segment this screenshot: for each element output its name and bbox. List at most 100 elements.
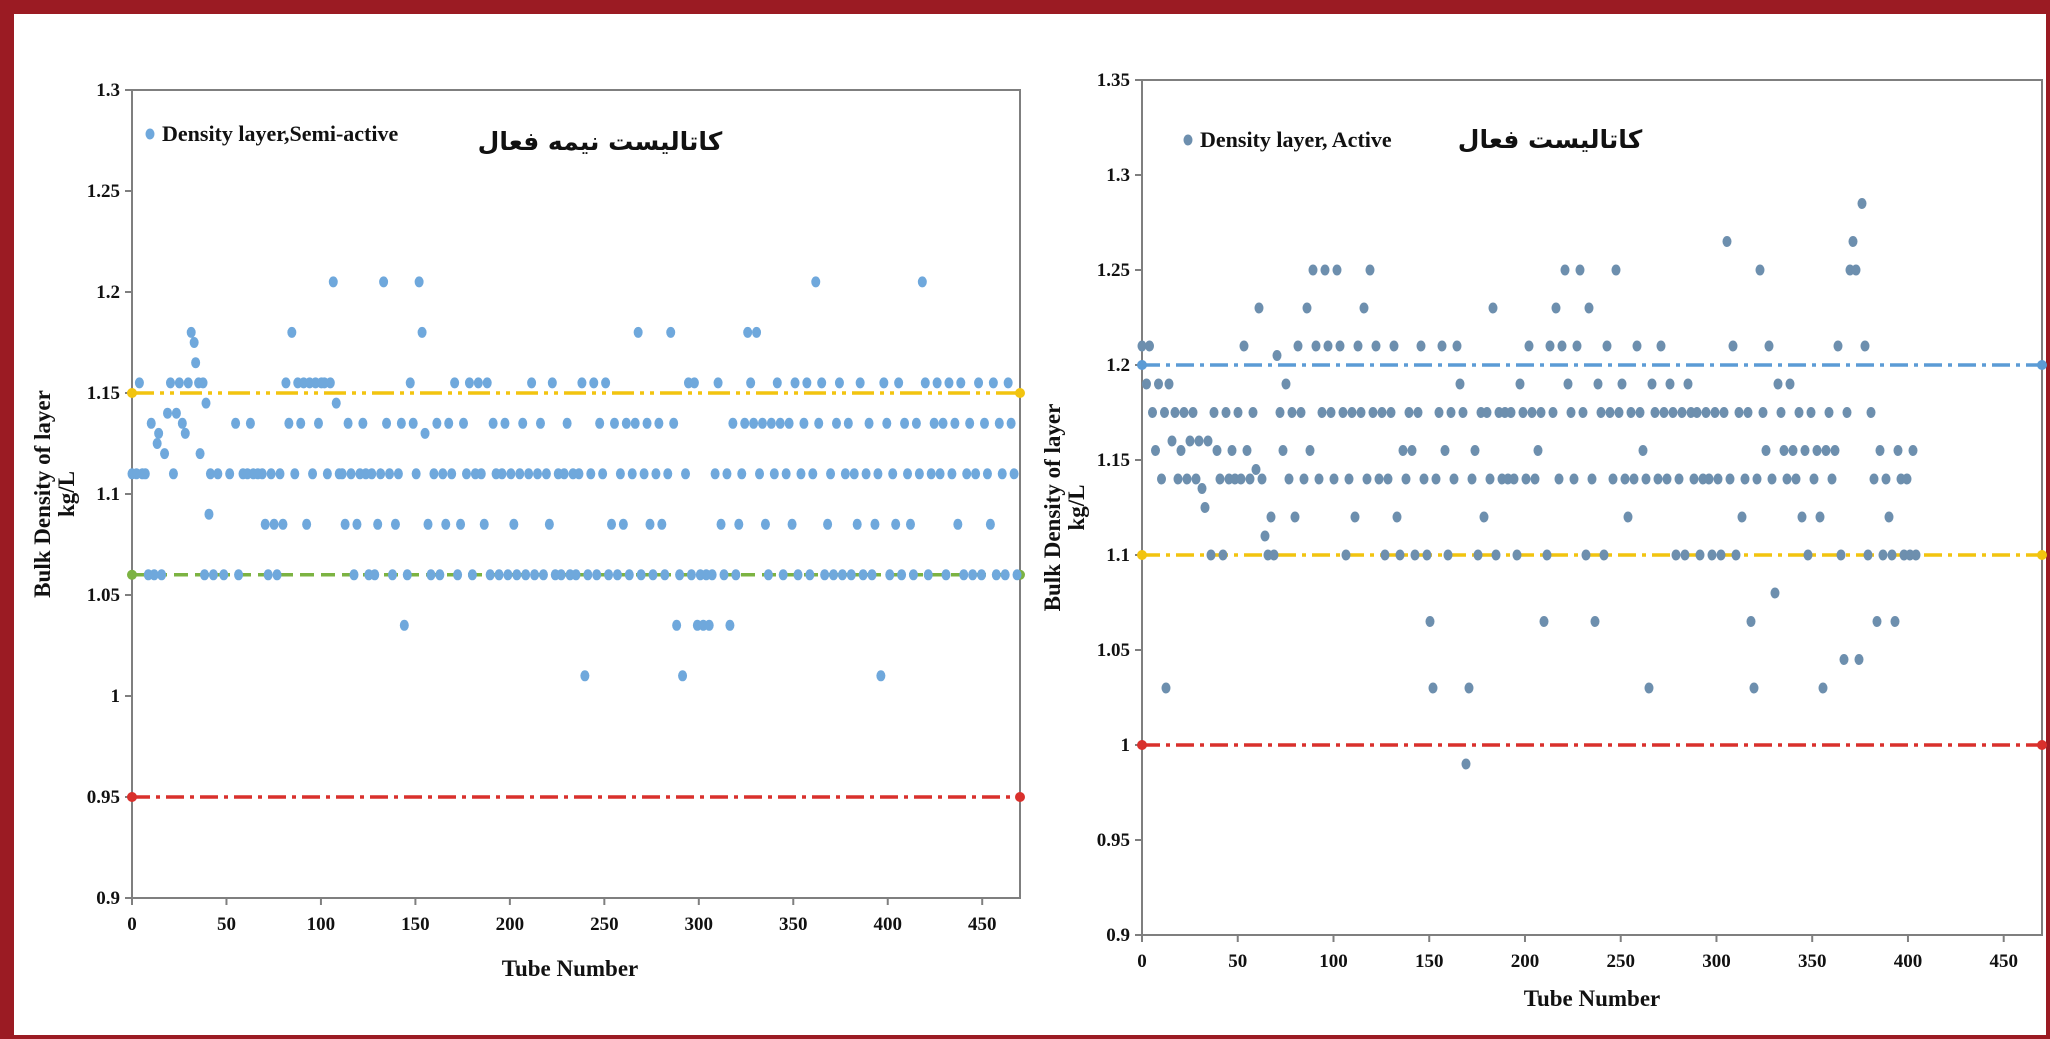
data-point — [994, 417, 1004, 429]
data-point — [760, 518, 770, 530]
data-point — [911, 417, 921, 429]
data-point — [1863, 549, 1873, 561]
data-point — [1671, 549, 1681, 561]
data-point — [1737, 511, 1747, 523]
data-point — [1485, 473, 1495, 485]
data-point — [1797, 511, 1807, 523]
data-point — [1629, 473, 1639, 485]
data-point — [1182, 473, 1192, 485]
data-point — [1009, 468, 1019, 480]
y-tick-label: 1 — [1121, 735, 1131, 756]
y-tick-label: 0.95 — [1097, 830, 1130, 851]
data-point — [1695, 549, 1705, 561]
data-point — [1272, 350, 1282, 361]
data-point — [180, 427, 190, 439]
data-point — [728, 417, 738, 429]
data-point — [1539, 616, 1549, 627]
data-point — [1377, 407, 1387, 418]
data-point — [1806, 407, 1816, 418]
data-point — [1215, 473, 1225, 485]
data-point — [1145, 340, 1154, 352]
data-point — [464, 377, 474, 389]
data-point — [1467, 473, 1477, 485]
data-point — [817, 377, 827, 389]
data-point — [278, 518, 288, 530]
data-point — [1137, 340, 1147, 352]
data-point — [1524, 340, 1534, 352]
data-point — [985, 518, 995, 530]
data-point — [337, 468, 347, 480]
reference-line-marker — [1137, 550, 1147, 560]
data-point — [654, 417, 664, 429]
data-point — [482, 377, 492, 389]
data-point — [1227, 445, 1237, 456]
data-point — [811, 276, 821, 288]
data-point — [873, 468, 883, 480]
data-point — [1779, 445, 1789, 456]
legend-marker — [1183, 134, 1193, 146]
data-point — [891, 518, 901, 530]
data-point — [1623, 511, 1633, 523]
data-point — [979, 417, 989, 429]
data-point — [473, 377, 483, 389]
data-point — [1674, 473, 1684, 485]
data-point — [607, 518, 617, 530]
y-tick-label: 1.05 — [1097, 640, 1130, 661]
data-point — [689, 377, 699, 389]
data-point — [864, 417, 874, 429]
data-point — [663, 468, 673, 480]
data-point — [521, 569, 531, 581]
data-point — [1611, 264, 1621, 276]
x-axis-label: Tube Number — [1524, 986, 1661, 1011]
data-point — [322, 468, 332, 480]
data-point — [1635, 407, 1645, 418]
data-point — [802, 377, 812, 389]
data-point — [775, 417, 785, 429]
y-tick-label: 1.3 — [96, 80, 120, 101]
data-point — [343, 417, 353, 429]
data-point — [1701, 407, 1711, 418]
data-point — [947, 468, 957, 480]
y-tick-label: 1 — [111, 686, 121, 707]
data-point — [1170, 407, 1180, 418]
data-point — [1800, 445, 1810, 456]
data-point — [382, 417, 392, 429]
data-point — [843, 417, 853, 429]
data-point — [1902, 473, 1912, 485]
data-point — [627, 468, 637, 480]
data-point — [287, 326, 297, 338]
data-point — [716, 518, 726, 530]
data-point — [1821, 445, 1831, 456]
data-point — [1449, 473, 1459, 485]
data-point — [352, 518, 362, 530]
data-point — [281, 377, 291, 389]
data-point — [1332, 264, 1342, 276]
data-point — [1308, 264, 1318, 276]
data-point — [965, 417, 975, 429]
x-tick-label: 100 — [1319, 951, 1348, 972]
data-point — [950, 417, 960, 429]
data-point — [426, 569, 436, 581]
reference-line-marker — [1137, 360, 1147, 370]
data-point — [971, 468, 981, 480]
data-point — [589, 377, 599, 389]
data-point — [1003, 377, 1013, 389]
data-point — [820, 569, 830, 581]
data-point — [612, 569, 622, 581]
data-point — [1311, 340, 1321, 352]
data-point — [1614, 407, 1624, 418]
data-point — [1160, 407, 1169, 418]
data-point — [1866, 407, 1876, 418]
data-point — [968, 569, 978, 581]
data-point — [152, 438, 162, 449]
data-point — [476, 468, 486, 480]
data-point — [325, 377, 335, 389]
data-point — [157, 569, 167, 581]
data-point — [1458, 407, 1468, 418]
data-point — [719, 569, 729, 581]
data-point — [272, 569, 282, 581]
data-point — [1857, 198, 1867, 209]
data-point — [447, 468, 457, 480]
data-point — [1509, 473, 1519, 485]
